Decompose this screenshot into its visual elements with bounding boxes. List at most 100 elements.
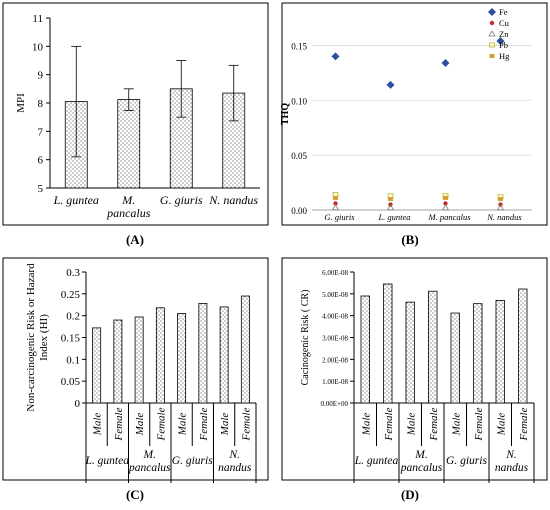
panel-label-A: (A) bbox=[126, 232, 144, 247]
point-zn-1 bbox=[386, 204, 395, 211]
panel-label-C: (C) bbox=[126, 487, 144, 502]
x-subcategory-label-D: Male bbox=[495, 413, 507, 437]
y-tick-label-A: 6 bbox=[38, 155, 44, 167]
point-hg-1 bbox=[388, 197, 393, 202]
x-subcategory-label-C: Male bbox=[219, 413, 231, 437]
x-category-label-B: M. pancalus bbox=[427, 212, 471, 222]
x-subcategory-label-C: Male bbox=[177, 413, 189, 437]
legend-label-fe: Fe bbox=[499, 7, 508, 17]
x-group-label-D: L. guntea bbox=[354, 455, 399, 467]
bar-D-6 bbox=[495, 299, 505, 404]
y-tick-label-B: 0.10 bbox=[291, 96, 307, 106]
x-category-label-A: pancalus bbox=[106, 206, 151, 220]
bar-D-4 bbox=[450, 312, 460, 404]
y-tick-label-A: 7 bbox=[38, 126, 44, 138]
panel-label-D: (D) bbox=[401, 487, 419, 502]
y-tick-label-D: 1.00E-08 bbox=[322, 378, 348, 386]
x-subcategory-label-D: Female bbox=[473, 407, 485, 441]
x-subcategory-label-C: Female bbox=[113, 407, 125, 441]
y-axis-title-B: THQ bbox=[280, 103, 291, 125]
y-tick-label-B: 0.05 bbox=[291, 151, 307, 161]
bar-C-0 bbox=[92, 327, 102, 404]
x-category-label-A: M. bbox=[121, 193, 135, 207]
x-group-label-C: N. bbox=[228, 449, 240, 461]
x-category-label-B: L. guntea bbox=[377, 212, 410, 222]
panel-frame-D bbox=[281, 257, 548, 481]
x-subcategory-label-D: Female bbox=[518, 407, 530, 441]
point-hg-0 bbox=[333, 195, 338, 200]
y-tick-label-D: 5.00E-08 bbox=[322, 291, 348, 299]
bar-C-2 bbox=[134, 316, 144, 404]
legend-label-cu: Cu bbox=[499, 18, 510, 28]
legend-label-hg: Hg bbox=[499, 51, 510, 61]
point-fe-3 bbox=[496, 37, 505, 46]
x-subcategory-label-C: Female bbox=[155, 407, 167, 441]
legend-label-zn: Zn bbox=[499, 29, 509, 39]
y-tick-label-D: 4.00E-08 bbox=[322, 313, 348, 321]
bar-D-3 bbox=[428, 290, 438, 404]
point-fe-1 bbox=[386, 80, 395, 89]
x-subcategory-label-D: Male bbox=[360, 413, 372, 437]
bar-D-7 bbox=[518, 288, 528, 404]
x-category-label-A: G. giuris bbox=[160, 193, 203, 207]
legend-marker-zn bbox=[488, 30, 496, 37]
x-group-label-D: M. bbox=[414, 449, 427, 461]
panel-frame-B bbox=[281, 2, 548, 226]
point-cu-2 bbox=[443, 201, 448, 206]
bar-C-4 bbox=[177, 313, 187, 404]
x-category-label-A: L. guntea bbox=[53, 193, 99, 207]
y-tick-label-A: 8 bbox=[38, 98, 44, 110]
x-group-label-C: G. giuris bbox=[172, 455, 213, 467]
y-tick-label-C: 0.05 bbox=[61, 376, 81, 388]
y-tick-label-D: 2.00E-08 bbox=[322, 356, 348, 364]
point-zn-0 bbox=[331, 204, 340, 211]
legend-marker-cu bbox=[489, 20, 495, 26]
x-group-label-C: L. guntea bbox=[85, 455, 130, 467]
y-tick-label-C: 0.15 bbox=[61, 333, 81, 345]
x-subcategory-label-C: Female bbox=[198, 407, 210, 441]
x-category-label-B: N. nandus bbox=[486, 212, 522, 222]
x-subcategory-label-C: Male bbox=[134, 413, 146, 437]
y-tick-label-A: 10 bbox=[32, 41, 44, 53]
bar-C-7 bbox=[240, 295, 250, 404]
x-subcategory-label-D: Male bbox=[405, 413, 417, 437]
legend-label-pb: Pb bbox=[499, 40, 508, 50]
y-tick-label-C: 0.25 bbox=[61, 289, 81, 301]
panel-frame-A bbox=[2, 2, 269, 226]
x-category-label-B: G. giuris bbox=[324, 212, 355, 222]
y-axis-title-D: Cacinogenic Risk ( CR) bbox=[300, 290, 311, 386]
point-zn-3 bbox=[496, 204, 505, 211]
bar-D-1 bbox=[383, 283, 393, 404]
y-tick-label-C: 0.1 bbox=[66, 354, 80, 366]
point-fe-2 bbox=[441, 58, 450, 67]
x-subcategory-label-C: Male bbox=[92, 413, 104, 437]
legend-marker-hg bbox=[489, 54, 495, 58]
legend-marker-fe bbox=[488, 8, 496, 16]
point-zn-2 bbox=[441, 204, 450, 211]
point-hg-2 bbox=[443, 195, 448, 200]
bar-D-2 bbox=[405, 301, 415, 404]
y-tick-label-A: 11 bbox=[32, 13, 43, 25]
point-fe-0 bbox=[331, 52, 340, 61]
x-subcategory-label-D: Female bbox=[383, 407, 395, 441]
bar-C-3 bbox=[155, 307, 165, 404]
bar-C-5 bbox=[198, 303, 208, 404]
x-category-label-A: N. nandus bbox=[208, 193, 258, 207]
x-group-label-D: nandus bbox=[495, 462, 529, 474]
y-tick-label-D: 0.00E+00 bbox=[321, 400, 349, 408]
y-tick-label-D: 6.00E-08 bbox=[322, 269, 348, 277]
y-tick-label-C: 0 bbox=[75, 398, 81, 410]
x-group-label-C: pancalus bbox=[128, 462, 171, 474]
point-hg-3 bbox=[498, 197, 503, 202]
x-group-label-C: M. bbox=[143, 449, 156, 461]
y-axis-title-C: Non-carcinogenic Risk or Hazard bbox=[25, 263, 37, 412]
y-tick-label-D: 3.00E-08 bbox=[322, 335, 348, 343]
x-subcategory-label-D: Male bbox=[450, 413, 462, 437]
x-group-label-D: N. bbox=[505, 449, 517, 461]
panel-frame-C bbox=[2, 257, 269, 481]
x-subcategory-label-D: Female bbox=[428, 407, 440, 441]
bar-C-1 bbox=[113, 319, 123, 404]
y-tick-label-C: 0.3 bbox=[66, 267, 80, 279]
y-tick-label-C: 0.2 bbox=[66, 311, 80, 323]
bar-A-1 bbox=[117, 99, 141, 189]
